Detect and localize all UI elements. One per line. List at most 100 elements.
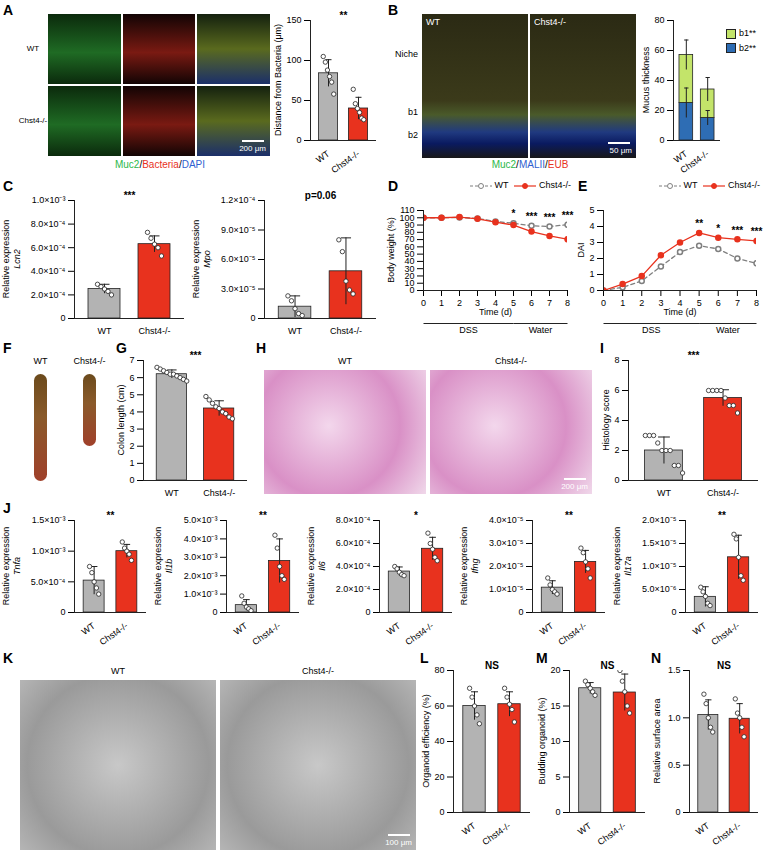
svg-text:***: ***	[124, 190, 136, 201]
svg-text:15: 15	[550, 701, 560, 711]
svg-text:Water: Water	[529, 325, 553, 335]
svg-text:9.0×10⁻⁵: 9.0×10⁻⁵	[221, 225, 256, 235]
svg-text:NS: NS	[485, 660, 499, 671]
svg-text:2: 2	[589, 253, 594, 263]
svg-text:Chst4-/-: Chst4-/-	[138, 326, 170, 336]
svg-text:4.0×10⁻⁵: 4.0×10⁻⁵	[489, 515, 524, 525]
svg-text:Chst4-/-: Chst4-/-	[329, 149, 361, 176]
svg-text:2: 2	[129, 441, 134, 451]
svg-text:WT: WT	[232, 620, 250, 637]
svg-text:Relative expressionIfng: Relative expressionIfng	[459, 527, 480, 606]
svg-text:80: 80	[434, 665, 444, 675]
svg-text:Relative surface area: Relative surface area	[652, 698, 662, 783]
svg-text:Chst4-/-: Chst4-/-	[330, 326, 362, 336]
svg-text:5.0×10⁻³: 5.0×10⁻³	[184, 515, 218, 525]
svg-text:6.0×10⁻⁴: 6.0×10⁻⁴	[31, 243, 66, 253]
svg-text:WT: WT	[460, 820, 478, 837]
svg-text:100: 100	[286, 55, 301, 65]
svg-text:4: 4	[589, 221, 594, 231]
svg-text:1.0×10⁻³: 1.0×10⁻³	[184, 589, 218, 599]
svg-text:0: 0	[421, 298, 426, 308]
svg-text:0: 0	[671, 607, 676, 617]
svg-text:Relative expressionLcn2: Relative expressionLcn2	[1, 220, 22, 299]
svg-text:4.0×10⁻³: 4.0×10⁻³	[184, 534, 218, 544]
svg-text:0: 0	[365, 607, 370, 617]
svg-text:p=0.06: p=0.06	[305, 190, 337, 201]
svg-text:6: 6	[529, 298, 534, 308]
svg-text:***: ***	[562, 210, 574, 221]
svg-text:1: 1	[589, 269, 594, 279]
svg-text:6.0×10⁻⁴: 6.0×10⁻⁴	[336, 538, 371, 548]
svg-text:6.0×10⁻⁵: 6.0×10⁻⁵	[221, 254, 256, 264]
svg-text:60: 60	[434, 701, 444, 711]
svg-text:4.0×10⁻⁴: 4.0×10⁻⁴	[31, 266, 66, 276]
svg-text:Time (d): Time (d)	[663, 307, 696, 317]
svg-text:0: 0	[675, 807, 680, 817]
svg-text:7: 7	[129, 355, 134, 365]
svg-text:WT: WT	[314, 148, 332, 165]
svg-text:0: 0	[518, 607, 523, 617]
svg-text:WT: WT	[98, 326, 112, 336]
svg-text:Chst4-/-: Chst4-/-	[203, 488, 235, 498]
svg-text:Chst4-/-: Chst4-/-	[707, 488, 739, 498]
svg-text:4: 4	[129, 407, 134, 417]
svg-text:**: **	[340, 10, 348, 21]
svg-text:1.0: 1.0	[668, 713, 681, 723]
svg-text:WT: WT	[576, 820, 594, 837]
svg-text:40: 40	[654, 75, 664, 85]
svg-text:8.0×10⁻⁴: 8.0×10⁻⁴	[336, 515, 371, 525]
svg-text:Organoid efficiency (%): Organoid efficiency (%)	[421, 694, 431, 787]
svg-text:5.0×10⁻⁶: 5.0×10⁻⁶	[642, 584, 677, 594]
svg-text:Water: Water	[716, 325, 740, 335]
svg-text:*: *	[414, 510, 418, 521]
svg-text:0.5: 0.5	[668, 760, 681, 770]
svg-text:40: 40	[434, 736, 444, 746]
svg-text:8: 8	[754, 298, 759, 308]
svg-text:**: **	[259, 510, 267, 521]
svg-text:20: 20	[654, 105, 664, 115]
svg-text:Chst4-/-: Chst4-/-	[709, 621, 741, 648]
svg-text:1.5×10⁻³: 1.5×10⁻³	[32, 515, 66, 525]
svg-text:Chst4-/-: Chst4-/-	[480, 821, 512, 848]
svg-text:Chst4-/-: Chst4-/-	[711, 821, 743, 848]
svg-text:5: 5	[555, 772, 560, 782]
svg-text:2: 2	[639, 298, 644, 308]
svg-text:Relative expressionTnfa: Relative expressionTnfa	[1, 527, 22, 606]
svg-text:**: **	[695, 218, 703, 229]
svg-text:Relative expressionIl17a: Relative expressionIl17a	[612, 527, 633, 606]
svg-text:6: 6	[614, 385, 619, 395]
svg-text:Relative expressionIl6: Relative expressionIl6	[306, 527, 327, 606]
svg-text:WT: WT	[657, 488, 671, 498]
svg-text:60: 60	[654, 45, 664, 55]
svg-text:Chst4-/-: Chst4-/-	[679, 149, 711, 176]
svg-text:Chst4-/-: Chst4-/-	[596, 821, 628, 848]
svg-text:WT: WT	[165, 488, 179, 498]
svg-text:**: **	[107, 510, 115, 521]
svg-text:Chst4-/-: Chst4-/-	[403, 621, 435, 648]
svg-text:1: 1	[620, 298, 625, 308]
svg-text:WT: WT	[694, 820, 712, 837]
svg-text:WT: WT	[288, 326, 302, 336]
svg-text:***: ***	[190, 350, 202, 361]
svg-text:NS: NS	[601, 660, 615, 671]
svg-text:*: *	[716, 223, 720, 234]
svg-text:0: 0	[601, 298, 606, 308]
svg-text:Distance from Bacteria (μm): Distance from Bacteria (μm)	[273, 24, 283, 136]
svg-text:***: ***	[732, 225, 744, 236]
svg-text:1.0×10⁻⁵: 1.0×10⁻⁵	[489, 584, 524, 594]
svg-text:Relative expressionIl1b: Relative expressionIl1b	[153, 527, 174, 606]
svg-text:0: 0	[129, 475, 134, 485]
svg-text:110: 110	[400, 205, 414, 215]
svg-text:DSS: DSS	[459, 325, 478, 335]
svg-text:2.0×10⁻⁴: 2.0×10⁻⁴	[336, 584, 371, 594]
svg-text:0: 0	[212, 607, 217, 617]
svg-text:80: 80	[654, 15, 664, 25]
svg-text:Relative expressionMpo: Relative expressionMpo	[191, 220, 212, 299]
svg-text:20: 20	[550, 665, 560, 675]
svg-text:2.0×10⁻⁵: 2.0×10⁻⁵	[489, 561, 524, 571]
svg-text:2.0×10⁻⁵: 2.0×10⁻⁵	[642, 515, 677, 525]
svg-text:Chst4-/-: Chst4-/-	[98, 621, 130, 648]
svg-text:***: ***	[751, 226, 763, 237]
svg-text:0: 0	[659, 135, 664, 145]
svg-text:0: 0	[60, 607, 65, 617]
